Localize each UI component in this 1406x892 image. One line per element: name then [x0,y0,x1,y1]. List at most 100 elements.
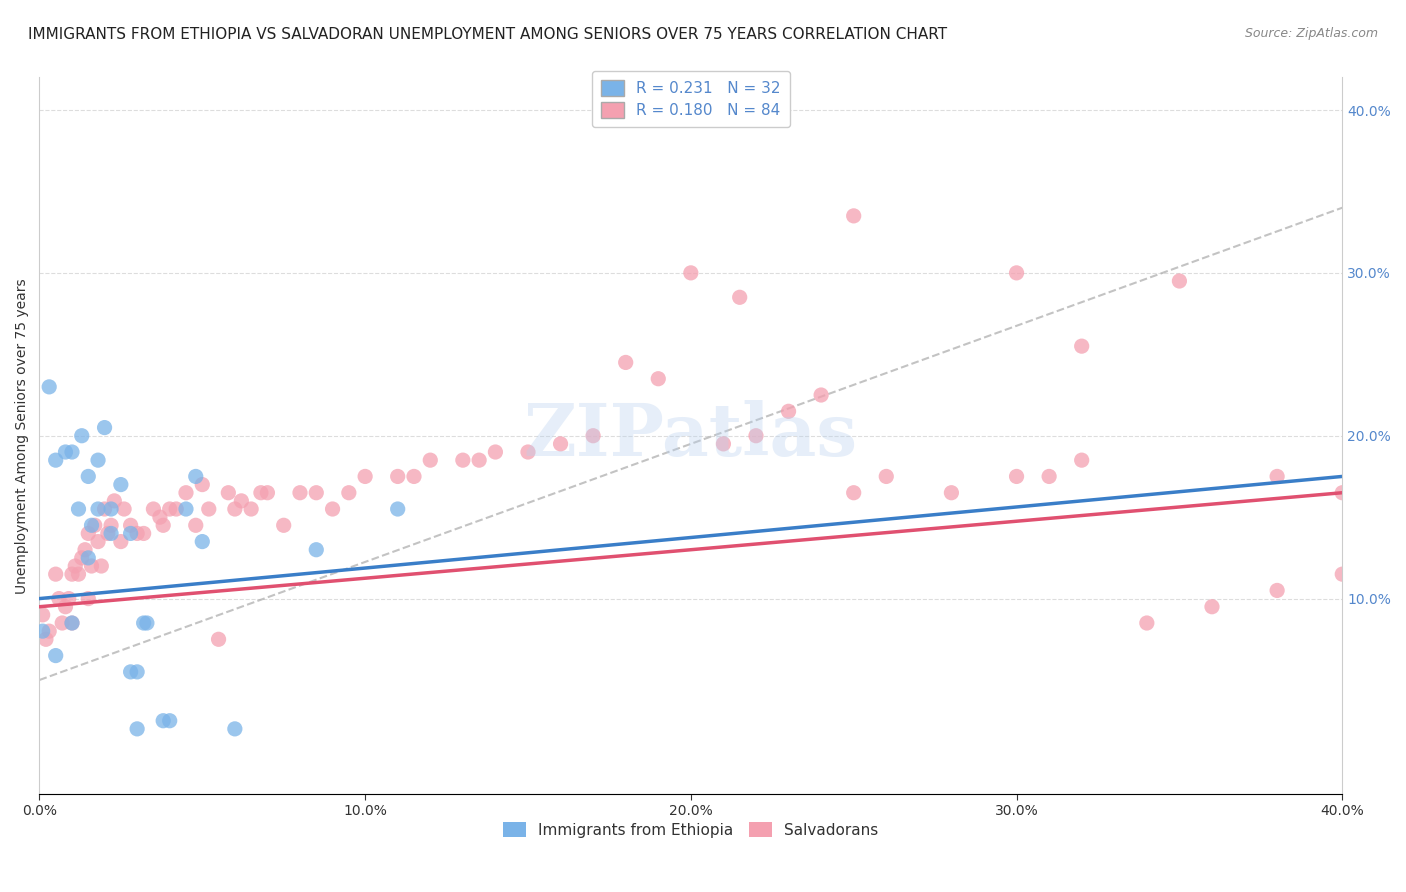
Point [80,559,103,574]
Point [1070,339,1092,353]
Point [174,485,197,500]
Point [77,591,100,606]
Point [112,502,135,516]
Point [1005,266,1028,280]
Point [100,518,122,533]
Point [1331,485,1354,500]
Point [60,615,83,630]
Point [60,615,83,630]
Point [93,420,115,434]
Point [402,469,425,483]
Y-axis label: Unemployment Among Seniors over 75 years: Unemployment Among Seniors over 75 years [15,278,30,593]
Point [387,502,409,516]
Point [51,615,73,630]
Point [45,567,67,582]
Point [1038,469,1060,483]
Point [1136,615,1159,630]
Point [110,534,132,549]
Point [127,722,149,736]
Point [288,485,311,500]
Text: IMMIGRANTS FROM ETHIOPIA VS SALVADORAN UNEMPLOYMENT AMONG SENIORS OVER 75 YEARS : IMMIGRANTS FROM ETHIOPIA VS SALVADORAN U… [28,27,948,42]
Point [745,428,768,442]
Point [419,453,441,467]
Point [875,469,897,483]
Point [87,453,110,467]
Point [1265,469,1288,483]
Point [231,494,253,508]
Point [159,502,181,516]
Point [90,559,112,574]
Point [45,453,67,467]
Point [1005,469,1028,483]
Point [58,591,80,606]
Point [97,526,120,541]
Point [132,526,155,541]
Point [174,502,197,516]
Point [103,494,125,508]
Point [322,502,344,516]
Point [778,404,800,418]
Point [132,615,155,630]
Point [55,599,77,614]
Point [842,209,865,223]
Point [77,550,100,565]
Point [468,453,491,467]
Point [197,502,219,516]
Point [305,542,328,557]
Point [1265,583,1288,598]
Point [120,526,142,541]
Point [354,469,377,483]
Point [550,437,572,451]
Point [191,534,214,549]
Point [217,485,239,500]
Point [65,559,87,574]
Point [31,624,53,639]
Point [83,518,105,533]
Point [35,632,58,647]
Point [256,485,278,500]
Point [152,714,174,728]
Point [1201,599,1223,614]
Point [48,591,70,606]
Point [60,445,83,459]
Point [451,453,474,467]
Point [159,714,181,728]
Text: ZIPatlas: ZIPatlas [524,401,858,471]
Point [941,485,963,500]
Point [184,518,207,533]
Point [728,290,751,304]
Point [582,428,605,442]
Point [38,624,60,639]
Point [224,502,246,516]
Point [337,485,360,500]
Point [614,355,637,369]
Point [273,518,295,533]
Point [60,567,83,582]
Point [679,266,702,280]
Point [120,518,142,533]
Point [45,648,67,663]
Point [55,445,77,459]
Point [31,607,53,622]
Point [100,526,122,541]
Point [93,502,115,516]
Point [142,502,165,516]
Point [810,388,832,402]
Point [305,485,328,500]
Point [77,526,100,541]
Point [80,518,103,533]
Point [184,469,207,483]
Point [70,428,93,442]
Point [67,567,90,582]
Point [73,542,96,557]
Point [517,445,540,459]
Point [713,437,735,451]
Point [1331,567,1354,582]
Point [647,372,669,386]
Point [224,722,246,736]
Legend: Immigrants from Ethiopia, Salvadorans: Immigrants from Ethiopia, Salvadorans [498,815,884,844]
Point [240,502,263,516]
Point [67,502,90,516]
Point [842,485,865,500]
Point [127,526,149,541]
